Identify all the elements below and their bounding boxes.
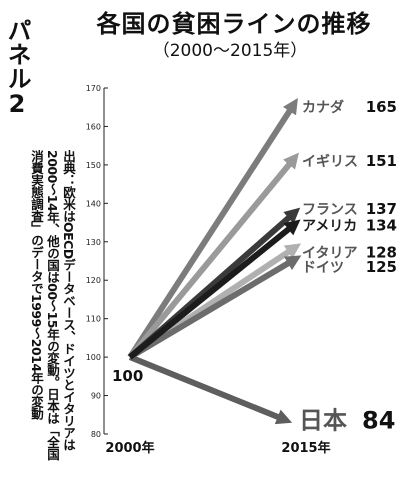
- series-name-label: ドイツ: [302, 260, 344, 276]
- series-value-label: 84: [362, 407, 395, 435]
- panel-label: パネル2: [3, 18, 31, 118]
- y-tick-label: 170: [86, 84, 101, 93]
- series-line: [127, 152, 299, 360]
- y-tick-label: 100: [86, 353, 101, 362]
- series-value-label: 125: [366, 258, 397, 276]
- series-name-label: フランス: [302, 202, 358, 218]
- series-lines: [127, 98, 302, 425]
- series-value-label: 134: [366, 216, 397, 234]
- series-value-label: 137: [366, 200, 397, 218]
- chart-title: 各国の貧困ラインの推移: [96, 10, 372, 38]
- chart-subtitle: （2000〜2015年）: [152, 41, 308, 61]
- series-value-label: 151: [366, 152, 397, 170]
- series-name-label: アメリカ: [302, 218, 357, 234]
- y-tick-label: 140: [86, 199, 101, 208]
- series-value-label: 128: [366, 243, 397, 261]
- y-tick-label: 90: [91, 392, 101, 401]
- series-value-label: 165: [366, 98, 397, 116]
- y-tick-label: 130: [86, 238, 101, 247]
- source-line-3: 消費実態調査」のデータで1999〜2014年の変動: [29, 150, 44, 420]
- series-labels: カナダ 165 イギリス 151 フランス 137 アメリカ 134 イタリア 128 ドイツ 125…: [112, 98, 397, 434]
- series-name-label: イギリス: [302, 153, 358, 170]
- x-tick-label: 2000年: [105, 440, 154, 456]
- x-tick-label: 2015年: [281, 440, 330, 456]
- series-line: [128, 354, 293, 425]
- y-axis: 80 90 100 110 120 130 140 150 160 170 2000年 2015年: [86, 84, 331, 456]
- y-tick-label: 110: [86, 315, 101, 324]
- y-tick-label: 150: [86, 161, 101, 170]
- series-line: [128, 219, 301, 360]
- series-line: [128, 255, 302, 360]
- y-tick-label: 160: [86, 122, 101, 131]
- source-note: 出典：欧米はOECDデータベース、ドイツとイタリアは 2000〜14年、他の国は…: [10, 150, 76, 470]
- source-line-1: 出典：欧米はOECDデータベース、ドイツとイタリアは: [61, 150, 76, 451]
- start-value-label: 100: [112, 367, 143, 385]
- source-line-2: 2000〜14年、他の国は00〜15年の変動。日本は「全国: [45, 150, 60, 460]
- series-name-label: 日本: [299, 407, 347, 435]
- y-tick-label: 80: [91, 430, 101, 439]
- y-tick-label: 120: [86, 276, 101, 285]
- series-name-label: カナダ: [302, 99, 344, 116]
- series-line: [127, 98, 298, 359]
- series-name-label: イタリア: [302, 245, 357, 261]
